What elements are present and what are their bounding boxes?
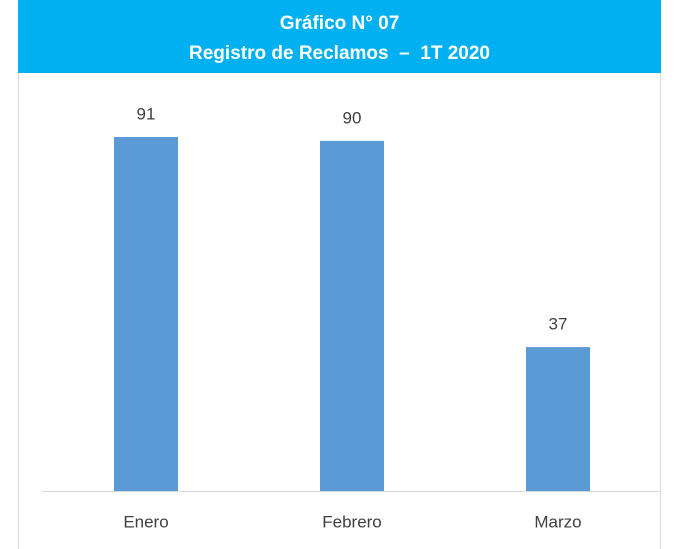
data-label: 90 [343,108,362,127]
bar [526,347,590,491]
x-tick-label: Febrero [322,512,382,531]
chart-title: Gráfico N° 07 [280,13,400,34]
data-label: 91 [137,104,156,123]
header-band [18,0,661,73]
data-label: 37 [549,315,568,334]
bar [320,140,384,491]
bar [114,137,178,491]
x-tick-label: Enero [123,512,168,531]
x-tick-label: Marzo [534,512,581,531]
chart-subtitle: Registro de Reclamos – 1T 2020 [189,43,490,64]
